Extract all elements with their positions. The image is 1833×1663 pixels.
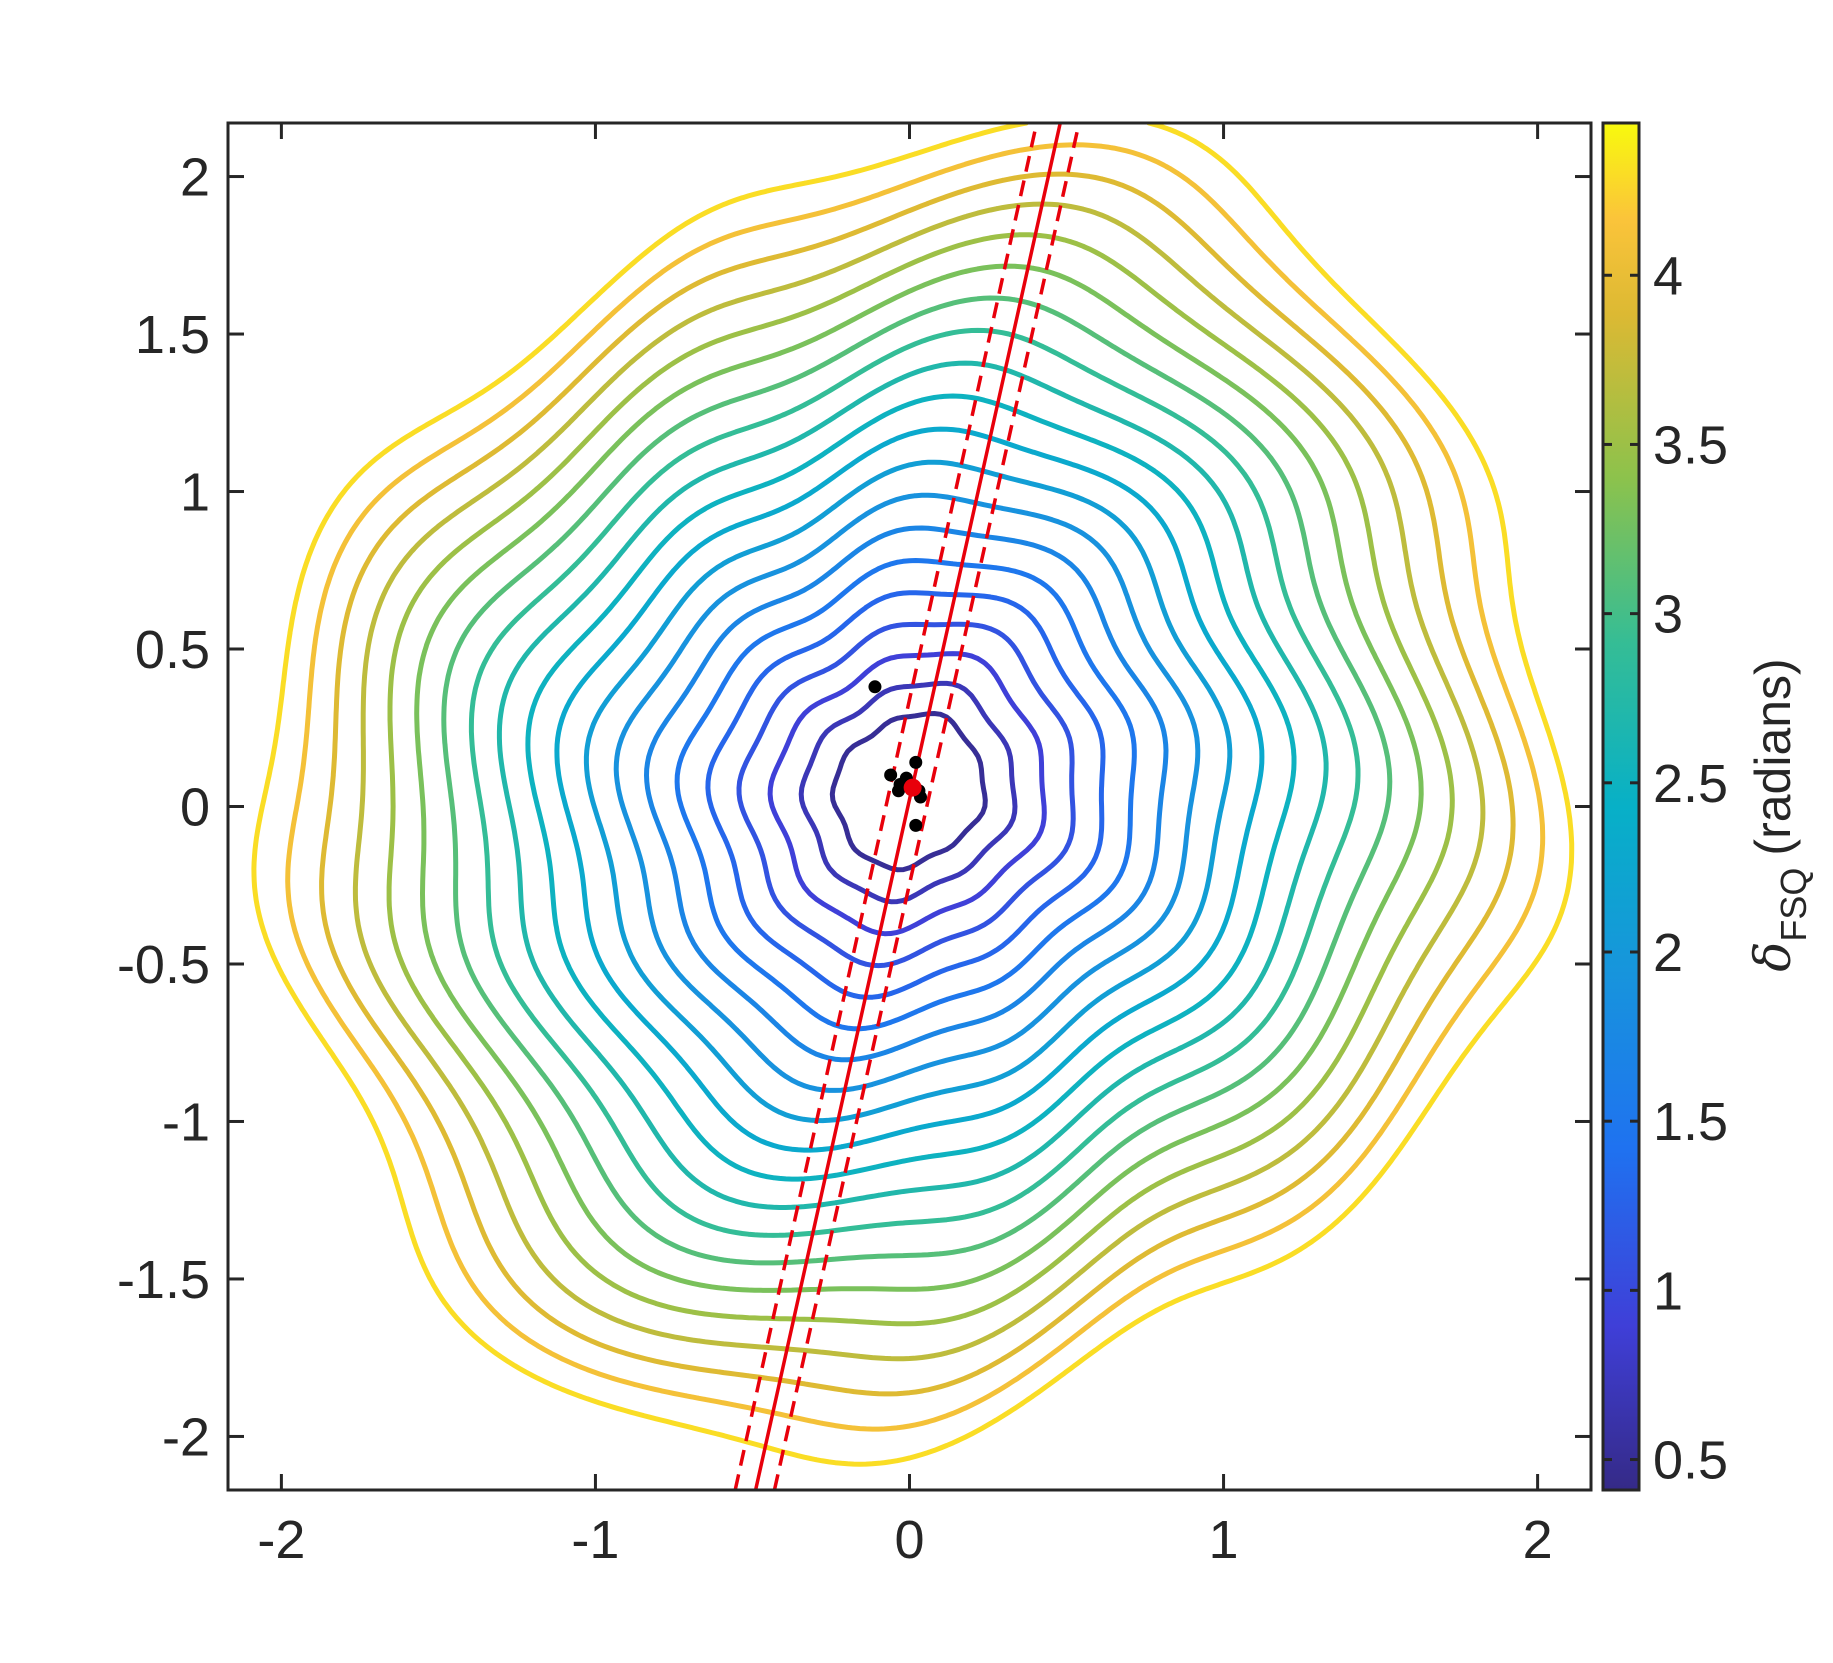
fit-line: [733, 123, 1039, 1490]
center-point: [903, 778, 922, 797]
contour-line: [386, 232, 1455, 1327]
contour-line: [554, 426, 1265, 1153]
overlay-layer: [733, 123, 1081, 1490]
y-tick-label: 0: [180, 778, 210, 838]
x-tick-label: -1: [571, 1510, 619, 1570]
contour-layer: [251, 123, 1575, 1467]
y-tick-label: 2: [180, 148, 210, 208]
contour-line: [319, 171, 1516, 1397]
colorbar-label-text: (radians): [1745, 658, 1801, 855]
fit-line: [753, 123, 1062, 1490]
contour-line: [414, 263, 1424, 1293]
colorbar-tick-label: 0.5: [1653, 1431, 1728, 1491]
contour-line: [285, 142, 1546, 1432]
contour-line: [736, 621, 1076, 969]
colorbar-label: δFSQ (radians): [1744, 658, 1814, 971]
y-tick-label: 1: [180, 463, 210, 523]
colorbar-label-subscript: FSQ: [1773, 868, 1814, 942]
contour-line: [705, 590, 1106, 1000]
colorbar-label-symbol: δ: [1744, 942, 1802, 972]
contour-line: [468, 327, 1361, 1238]
contour-line: [613, 492, 1201, 1093]
colorbar-tick-label: 3.5: [1653, 415, 1728, 475]
colorbar-tick-label: 1: [1653, 1261, 1683, 1321]
y-tick-label: -2: [162, 1407, 210, 1467]
y-tick-label: 1.5: [135, 305, 210, 365]
contour-line: [441, 295, 1393, 1266]
x-tick-label: 2: [1523, 1510, 1553, 1570]
contour-line: [251, 123, 1575, 1467]
y-tick-label: -1: [162, 1092, 210, 1152]
colorbar-tick-label: 2.5: [1653, 754, 1728, 814]
fit-line: [772, 123, 1081, 1490]
contour-line: [352, 201, 1486, 1362]
data-point: [884, 768, 898, 782]
data-point: [892, 784, 906, 798]
y-tick-label: -0.5: [117, 935, 210, 995]
contour-line: [644, 525, 1169, 1063]
data-point: [909, 818, 923, 832]
colorbar: [1601, 121, 1641, 1492]
contour-line: [525, 393, 1297, 1182]
data-point: [868, 680, 882, 694]
y-tick-label: 0.5: [135, 620, 210, 680]
colorbar-tick-label: 4: [1653, 246, 1683, 306]
contour-line: [496, 360, 1329, 1210]
x-tick-label: -2: [257, 1510, 305, 1570]
data-point: [909, 755, 923, 769]
colorbar-tick-label: 1.5: [1653, 1092, 1728, 1152]
axes: -2 -1 0 1 2 -2 -1.5 -1 -0.5 0 0.5 1 1.5 2 0.5 1 1.5 2 2.5 3…: [117, 121, 1728, 1570]
x-tick-label: 1: [1209, 1510, 1239, 1570]
contour-line: [798, 680, 1018, 905]
colorbar-tick-label: 3: [1653, 585, 1683, 645]
y-tick-label: -1.5: [117, 1250, 210, 1310]
x-tick-label: 0: [894, 1510, 924, 1570]
contour-line: [767, 651, 1047, 937]
contour-line: [583, 459, 1233, 1124]
contour-line: [674, 558, 1137, 1032]
colorbar-tick-label: 2: [1653, 923, 1683, 983]
